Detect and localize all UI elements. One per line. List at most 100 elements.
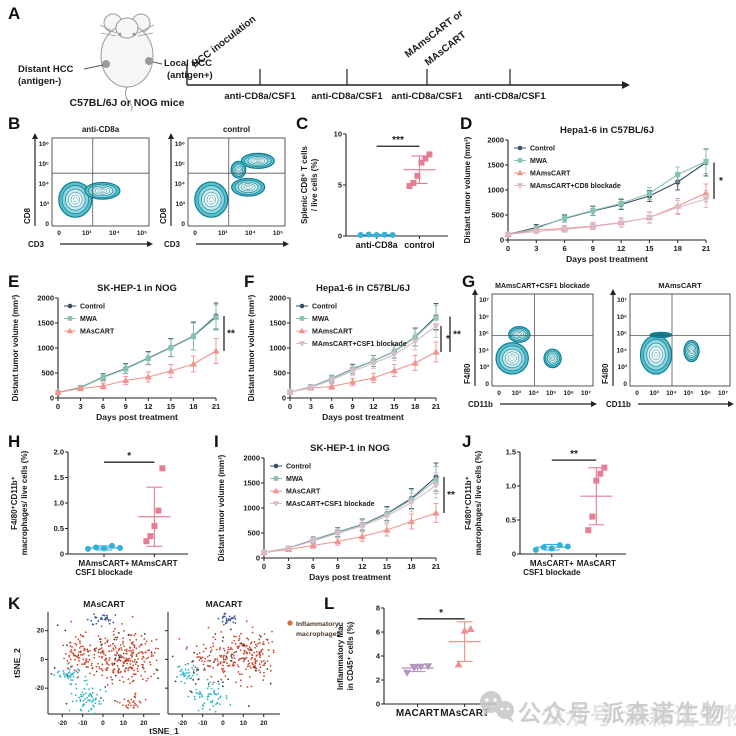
- svg-text:2000: 2000: [37, 294, 54, 303]
- panel-label-b: B: [8, 114, 21, 133]
- svg-text:2.0: 2.0: [54, 448, 64, 457]
- svg-text:10⁷: 10⁷: [617, 297, 627, 304]
- svg-text:0: 0: [500, 236, 504, 245]
- svg-text:*: *: [132, 31, 136, 41]
- svg-text:21: 21: [432, 562, 440, 571]
- svg-text:15: 15: [390, 402, 398, 411]
- svg-text:12: 12: [144, 402, 152, 411]
- svg-text:18: 18: [674, 244, 682, 253]
- svg-text:1500: 1500: [487, 161, 504, 170]
- svg-text:tSNE_1: tSNE_1: [149, 726, 179, 736]
- svg-text:21: 21: [432, 402, 440, 411]
- svg-text:0: 0: [485, 381, 489, 388]
- svg-text:10³: 10³: [176, 201, 186, 208]
- svg-text:SK-HEP-1 in NOG: SK-HEP-1 in NOG: [97, 283, 177, 294]
- svg-text:CSF1 blockade: CSF1 blockade: [75, 568, 133, 577]
- svg-text:tSNE_2: tSNE_2: [12, 648, 22, 678]
- svg-text:10⁴: 10⁴: [617, 347, 627, 354]
- svg-text:CD3: CD3: [28, 240, 45, 249]
- svg-text:F4/80⁺CD11b⁺: F4/80⁺CD11b⁺: [464, 476, 473, 530]
- svg-text:MAmsCART+CSF1 blockade: MAmsCART+CSF1 blockade: [495, 283, 590, 290]
- svg-text:MAmsCART+CSF1 blockade: MAmsCART+CSF1 blockade: [312, 341, 407, 348]
- svg-text:500: 500: [273, 369, 286, 378]
- svg-text:0: 0: [193, 230, 197, 237]
- svg-text:10³: 10³: [512, 390, 522, 397]
- svg-text:in CD45⁺ cells (%): in CD45⁺ cells (%): [346, 621, 355, 690]
- svg-text:Distant tumor volume (mm³): Distant tumor volume (mm³): [247, 294, 256, 401]
- svg-text:10⁷: 10⁷: [581, 390, 591, 397]
- svg-text:10: 10: [334, 130, 342, 139]
- svg-text:0: 0: [256, 554, 260, 563]
- svg-text:20: 20: [140, 720, 148, 727]
- svg-text:500: 500: [491, 211, 504, 220]
- watermark: 公众号 派森诺生物 公众号 派森诺生物: [478, 684, 736, 732]
- svg-text:0: 0: [506, 244, 510, 253]
- svg-text:0: 0: [282, 394, 286, 403]
- svg-text:10⁵: 10⁵: [273, 230, 283, 237]
- flow-plot-control: control 0 10³ 10⁴ 10⁵ 10⁶ CD8 0 10³ 10⁴ 10⁵ CD3: [158, 122, 291, 268]
- svg-text:10³: 10³: [649, 390, 659, 397]
- svg-text:10: 10: [240, 720, 248, 727]
- svg-text:10⁵: 10⁵: [175, 161, 185, 168]
- svg-text:MWA: MWA: [80, 316, 97, 323]
- svg-text:12: 12: [358, 562, 366, 571]
- svg-text:anti-CD8a/CSF1: anti-CD8a/CSF1: [474, 91, 546, 102]
- svg-text:3: 3: [534, 244, 538, 253]
- svg-text:-20: -20: [35, 685, 45, 692]
- svg-text:1500: 1500: [269, 319, 286, 328]
- svg-text:anti-CD8a: anti-CD8a: [356, 240, 399, 250]
- svg-text:**: **: [570, 449, 578, 460]
- svg-text:10⁵: 10⁵: [479, 331, 489, 338]
- svg-text:3: 3: [309, 402, 313, 411]
- line-chart-skhep1-csf1-blockade: 0 500 1000 1500 2000 0 3 6 9 12 15 18 21 Days post tr…: [214, 436, 462, 594]
- svg-text:1.5: 1.5: [506, 448, 516, 457]
- svg-text:anti-CD8a: anti-CD8a: [82, 125, 120, 134]
- svg-text:Distant tumor volume (mm³): Distant tumor volume (mm³): [217, 454, 226, 561]
- svg-text:10⁶: 10⁶: [563, 390, 573, 397]
- svg-text:MAmsCART: MAmsCART: [131, 559, 177, 568]
- svg-text:10⁵: 10⁵: [546, 390, 556, 397]
- line-chart-hepa16-cd8-blockade: 0 500 1000 1500 2000 0 3 6 9 12 15 18 21 Days post tr…: [460, 120, 736, 270]
- svg-text:10⁴: 10⁴: [109, 230, 119, 237]
- panel-label-c: C: [296, 114, 309, 133]
- svg-text:1.5: 1.5: [54, 473, 64, 482]
- svg-text:/ live cells (%): / live cells (%): [310, 158, 319, 211]
- svg-text:MACART: MACART: [206, 599, 244, 609]
- svg-text:C57BL/6J or NOG mice: C57BL/6J or NOG mice: [70, 97, 185, 109]
- svg-text:0: 0: [376, 700, 380, 709]
- svg-text:10⁶: 10⁶: [175, 141, 185, 148]
- svg-text:Distant tumor volume (mm³): Distant tumor volume (mm³): [463, 136, 472, 243]
- svg-text:(antigen+): (antigen+): [167, 70, 213, 81]
- panel-label-l: L: [324, 594, 335, 613]
- flow-plot-anti-cd8a: anti-CD8a 0 10³ 10⁴ 10⁵ 10⁶ CD8 0 10³ 10⁴ 10⁵ CD3: [22, 122, 155, 268]
- svg-text:CD8: CD8: [23, 207, 32, 224]
- svg-text:MACART: MACART: [396, 708, 439, 719]
- svg-text:Control: Control: [312, 304, 337, 311]
- svg-text:6: 6: [311, 562, 315, 571]
- svg-text:1000: 1000: [487, 186, 504, 195]
- svg-text:control: control: [404, 240, 435, 250]
- svg-text:0: 0: [635, 390, 639, 397]
- scatterL-svg: 0 2 4 6 8 Inflammatory Mac in CD45⁺ cells (%) M…: [336, 604, 496, 719]
- lineF-svg: 0 500 1000 1500 2000 0 3 6 9 12 15 18 21 Days post tr…: [247, 283, 461, 422]
- svg-text:1000: 1000: [37, 344, 54, 353]
- svg-text:0: 0: [497, 390, 501, 397]
- panel-label-g: G: [462, 272, 476, 291]
- svg-text:macrophages: macrophages: [296, 631, 340, 638]
- svg-text:MAmsCART: MAmsCART: [530, 171, 571, 178]
- svg-text:**: **: [453, 329, 461, 340]
- svg-text:**: **: [447, 490, 455, 501]
- svg-text:*: *: [118, 31, 122, 41]
- svg-text:Hepa1-6 in C57BL/6J: Hepa1-6 in C57BL/6J: [316, 283, 410, 294]
- svg-text:Hepa1-6 in C57BL/6J: Hepa1-6 in C57BL/6J: [560, 125, 654, 136]
- svg-text:2000: 2000: [243, 454, 260, 463]
- svg-text:1000: 1000: [243, 504, 260, 513]
- svg-text:10⁴: 10⁴: [245, 230, 255, 237]
- svg-text:Control: Control: [286, 464, 311, 471]
- svg-text:CSF1 blockade: CSF1 blockade: [523, 568, 581, 577]
- svg-text:1000: 1000: [269, 344, 286, 353]
- panel-label-f: F: [244, 272, 255, 291]
- svg-text:0: 0: [57, 230, 61, 237]
- svg-text:0: 0: [512, 550, 516, 559]
- svg-text:0: 0: [338, 232, 342, 241]
